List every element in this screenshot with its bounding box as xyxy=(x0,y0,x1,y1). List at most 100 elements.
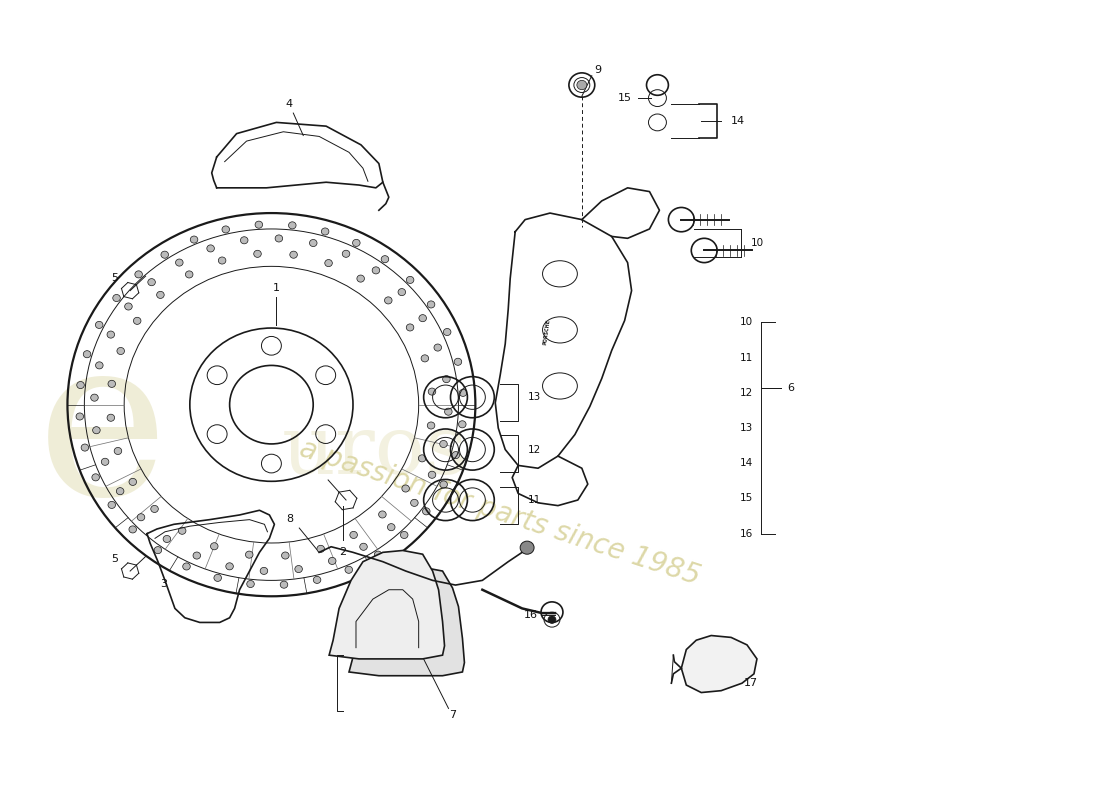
Text: a passion for parts since 1985: a passion for parts since 1985 xyxy=(296,434,704,590)
Circle shape xyxy=(443,329,451,335)
Polygon shape xyxy=(349,567,464,676)
Text: 6: 6 xyxy=(786,383,794,393)
Circle shape xyxy=(96,322,103,329)
Circle shape xyxy=(576,80,586,90)
Circle shape xyxy=(374,551,382,558)
Circle shape xyxy=(321,228,329,235)
Circle shape xyxy=(329,558,336,565)
Circle shape xyxy=(129,526,136,533)
Text: 8: 8 xyxy=(286,514,293,524)
Circle shape xyxy=(107,331,114,338)
Circle shape xyxy=(352,239,360,246)
Circle shape xyxy=(163,535,170,542)
Circle shape xyxy=(427,301,434,308)
Circle shape xyxy=(213,574,221,582)
Circle shape xyxy=(289,251,297,258)
Circle shape xyxy=(117,488,124,494)
Circle shape xyxy=(295,566,302,573)
Circle shape xyxy=(372,267,379,274)
Text: 9: 9 xyxy=(594,65,602,75)
Circle shape xyxy=(410,499,418,506)
Circle shape xyxy=(434,344,441,351)
Circle shape xyxy=(133,318,141,324)
Circle shape xyxy=(135,271,142,278)
Circle shape xyxy=(108,502,115,509)
Text: 13: 13 xyxy=(739,423,754,433)
Text: 1: 1 xyxy=(273,283,279,293)
Circle shape xyxy=(419,314,427,322)
Circle shape xyxy=(114,447,122,454)
Circle shape xyxy=(422,508,430,515)
Text: e: e xyxy=(36,325,168,541)
Circle shape xyxy=(101,458,109,466)
Circle shape xyxy=(241,237,248,244)
Text: PORSCHE: PORSCHE xyxy=(542,318,551,345)
Text: uros: uros xyxy=(282,411,469,491)
Circle shape xyxy=(92,426,100,434)
Circle shape xyxy=(183,563,190,570)
Circle shape xyxy=(156,291,164,298)
Circle shape xyxy=(288,222,296,229)
Circle shape xyxy=(108,380,115,387)
Circle shape xyxy=(186,271,192,278)
Circle shape xyxy=(350,531,358,538)
Text: 15: 15 xyxy=(617,93,631,103)
Text: 11: 11 xyxy=(528,495,541,505)
Circle shape xyxy=(192,552,200,559)
Circle shape xyxy=(84,350,91,358)
Circle shape xyxy=(385,297,392,304)
Circle shape xyxy=(309,239,317,246)
Circle shape xyxy=(520,541,535,554)
Text: 5: 5 xyxy=(111,554,118,564)
Circle shape xyxy=(113,294,120,302)
Text: 3: 3 xyxy=(161,579,167,589)
Circle shape xyxy=(190,236,198,243)
Text: 14: 14 xyxy=(739,458,754,468)
Circle shape xyxy=(226,562,233,570)
Text: 7: 7 xyxy=(449,710,456,720)
Circle shape xyxy=(387,524,395,530)
Circle shape xyxy=(459,421,466,428)
Circle shape xyxy=(129,478,136,486)
Circle shape xyxy=(548,616,556,623)
Circle shape xyxy=(107,414,114,422)
Circle shape xyxy=(154,546,162,554)
Polygon shape xyxy=(329,550,444,659)
Circle shape xyxy=(317,546,324,552)
Circle shape xyxy=(76,413,84,420)
Circle shape xyxy=(222,226,230,233)
Circle shape xyxy=(454,358,462,366)
Circle shape xyxy=(452,451,460,458)
Text: 4: 4 xyxy=(286,98,293,109)
Circle shape xyxy=(81,444,89,451)
Circle shape xyxy=(360,543,367,550)
Circle shape xyxy=(400,531,408,538)
Circle shape xyxy=(77,382,85,389)
Circle shape xyxy=(246,581,254,587)
Circle shape xyxy=(382,256,388,262)
Circle shape xyxy=(161,251,168,258)
Text: 11: 11 xyxy=(739,353,754,362)
Circle shape xyxy=(402,485,409,492)
Circle shape xyxy=(147,278,155,286)
Circle shape xyxy=(218,257,226,264)
Circle shape xyxy=(255,221,263,228)
Circle shape xyxy=(176,259,183,266)
Text: 12: 12 xyxy=(739,388,754,398)
Circle shape xyxy=(314,576,321,583)
Circle shape xyxy=(207,245,215,252)
Circle shape xyxy=(459,390,466,397)
Circle shape xyxy=(442,375,450,382)
Circle shape xyxy=(124,303,132,310)
Circle shape xyxy=(421,355,429,362)
Polygon shape xyxy=(681,635,757,693)
Circle shape xyxy=(324,259,332,266)
Text: 10: 10 xyxy=(751,238,764,248)
Circle shape xyxy=(440,481,448,488)
Circle shape xyxy=(345,566,352,574)
Circle shape xyxy=(428,471,436,478)
Circle shape xyxy=(280,581,288,588)
Text: 5: 5 xyxy=(111,274,118,283)
Text: 12: 12 xyxy=(528,445,541,454)
Circle shape xyxy=(92,474,99,481)
